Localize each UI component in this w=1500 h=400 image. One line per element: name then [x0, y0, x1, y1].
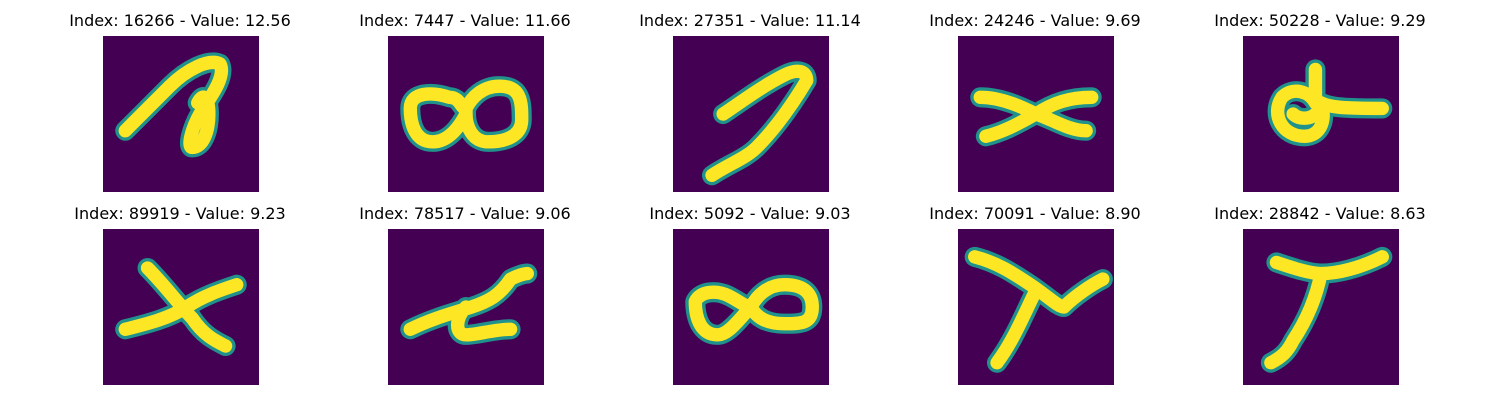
image-panel: Index: 16266 - Value: 12.56 — [30, 0, 330, 192]
image-panel: Index: 89919 - Value: 9.23 — [30, 193, 330, 385]
panel-title: Index: 70091 - Value: 8.90 — [929, 204, 1141, 223]
stroke-core — [973, 90, 1099, 143]
panel-title: Index: 27351 - Value: 11.14 — [639, 11, 861, 30]
image-panel: Index: 70091 - Value: 8.90 — [885, 193, 1185, 385]
stroke-core — [968, 250, 1110, 370]
digit-image — [1243, 229, 1399, 385]
stroke-core — [688, 278, 819, 342]
stroke-core — [118, 55, 229, 155]
digit-image — [1243, 36, 1399, 192]
panel-title: Index: 78517 - Value: 9.06 — [359, 204, 571, 223]
image-panel: Index: 28842 - Value: 8.63 — [1170, 193, 1470, 385]
stroke-core — [403, 266, 534, 342]
image-panel: Index: 5092 - Value: 9.03 — [600, 193, 900, 385]
image-background — [103, 36, 259, 192]
panel-title: Index: 7447 - Value: 11.66 — [359, 11, 571, 30]
panel-title: Index: 5092 - Value: 9.03 — [649, 204, 851, 223]
digit-image — [958, 229, 1114, 385]
image-panel: Index: 7447 - Value: 11.66 — [315, 0, 615, 192]
panel-title: Index: 50228 - Value: 9.29 — [1214, 11, 1426, 30]
image-panel: Index: 27351 - Value: 11.14 — [600, 0, 900, 192]
stroke-core — [705, 64, 814, 182]
panel-title: Index: 28842 - Value: 8.63 — [1214, 204, 1426, 223]
stroke-core — [118, 261, 244, 353]
panel-title: Index: 16266 - Value: 12.56 — [69, 11, 291, 30]
digit-image — [673, 36, 829, 192]
digit-image — [958, 36, 1114, 192]
digit-image — [673, 229, 829, 385]
stroke-core — [1264, 250, 1389, 370]
image-panel: Index: 24246 - Value: 9.69 — [885, 0, 1185, 192]
digit-image — [388, 229, 544, 385]
image-panel: Index: 50228 - Value: 9.29 — [1170, 0, 1470, 192]
panel-title: Index: 24246 - Value: 9.69 — [929, 11, 1141, 30]
image-background — [673, 36, 829, 192]
digit-image — [103, 229, 259, 385]
panel-title: Index: 89919 - Value: 9.23 — [74, 204, 286, 223]
digit-image — [103, 36, 259, 192]
stroke-core — [1271, 62, 1389, 143]
stroke-core — [403, 79, 529, 149]
image-panel: Index: 78517 - Value: 9.06 — [315, 193, 615, 385]
digit-image — [388, 36, 544, 192]
